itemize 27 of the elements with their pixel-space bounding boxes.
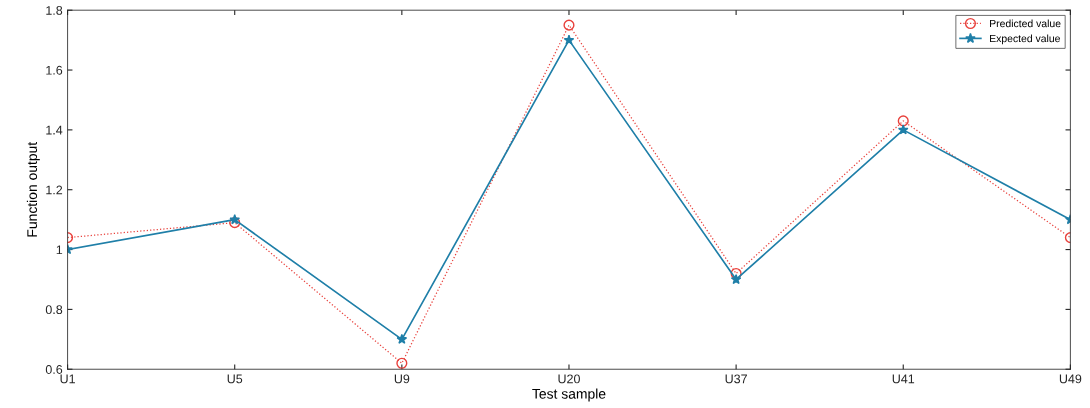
point	[897, 115, 909, 127]
legend-label: Predicted value	[990, 19, 1061, 28]
x-tick-label: U49	[1059, 374, 1082, 384]
x-axis-title: Test sample	[532, 388, 606, 402]
point	[396, 333, 408, 344]
x-tick-label: U1	[60, 374, 75, 384]
point	[229, 214, 241, 225]
y-tick-label: 1.2	[46, 185, 63, 195]
x-tick-label: U41	[892, 374, 915, 384]
y-tick-label: 0.8	[45, 305, 63, 315]
legend-label: Expected value	[990, 34, 1060, 45]
point	[730, 273, 742, 285]
x-tick-label: U9	[394, 374, 410, 384]
y-tick-label: 1.8	[46, 6, 63, 15]
y-tick-label: 1.6	[46, 65, 63, 75]
point	[563, 34, 575, 45]
y-tick-label: 1.4	[46, 125, 63, 135]
x-tick-label: U37	[725, 374, 747, 384]
point	[396, 357, 408, 369]
y-axis-title: Function output	[26, 141, 40, 237]
point	[897, 124, 909, 135]
y-tick-label: 0.6	[45, 365, 63, 374]
y-tick-label: 1	[56, 245, 63, 255]
point	[229, 217, 241, 229]
point	[563, 19, 575, 31]
x-tick-label: U20	[558, 374, 580, 384]
x-tick-label: U5	[227, 374, 243, 384]
